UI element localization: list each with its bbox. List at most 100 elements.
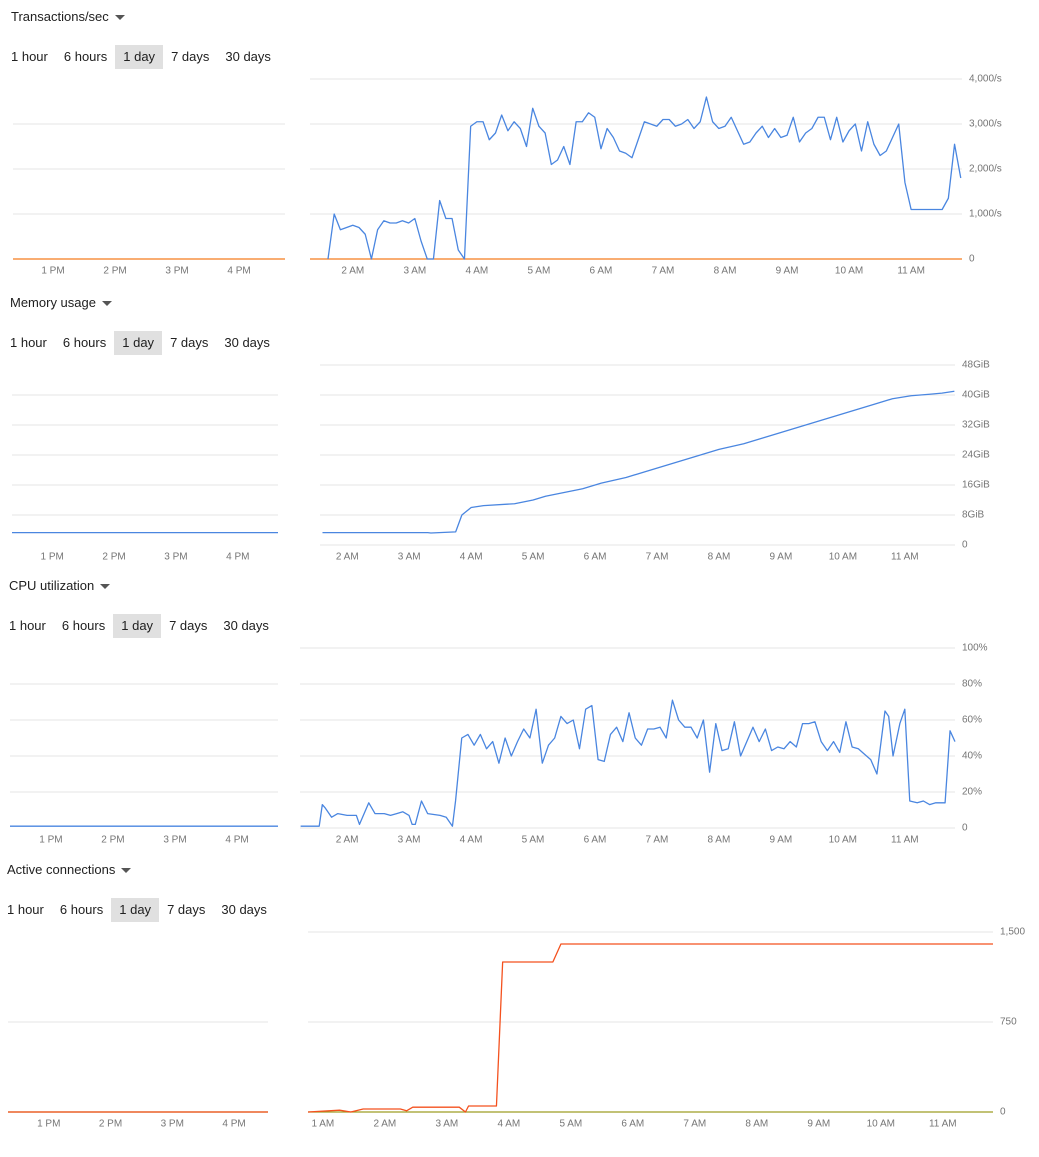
- y-tick-label: 20%: [962, 787, 982, 798]
- range-button[interactable]: 6 hours: [63, 49, 108, 64]
- x-tick-label: 11 AM: [897, 266, 925, 277]
- dropdown-caret: [100, 584, 111, 590]
- range-button[interactable]: 30 days: [223, 618, 269, 633]
- x-tick-label: 3 PM: [165, 266, 188, 277]
- y-tick-label: 40%: [962, 751, 982, 762]
- x-tick-label: 1 PM: [37, 1119, 60, 1130]
- x-tick-label: 4 PM: [225, 835, 248, 846]
- x-tick-label: 11 AM: [891, 835, 919, 846]
- x-tick-label: 6 AM: [621, 1119, 644, 1130]
- x-tick-label: 11 AM: [891, 552, 919, 563]
- range-button[interactable]: 1 day: [115, 45, 164, 69]
- x-tick-label: 9 AM: [807, 1119, 830, 1130]
- y-tick-label: 1,000/s: [969, 209, 1002, 220]
- y-tick-label: 0: [962, 823, 968, 834]
- x-tick-label: 2 AM: [373, 1119, 396, 1130]
- x-tick-label: 9 AM: [776, 266, 799, 277]
- x-tick-label: 9 AM: [769, 835, 792, 846]
- y-tick-label: 60%: [962, 715, 982, 726]
- y-tick-label: 0: [969, 254, 975, 265]
- x-tick-label: 4 PM: [222, 1119, 245, 1130]
- range-button[interactable]: 6 hours: [62, 335, 107, 350]
- panel-title[interactable]: Memory usage: [10, 294, 112, 312]
- panel-title-text: Transactions/sec: [11, 9, 109, 24]
- range-button[interactable]: 6 hours: [59, 902, 104, 917]
- range-button[interactable]: 1 hour: [10, 335, 47, 350]
- x-tick-label: 7 AM: [683, 1119, 706, 1130]
- x-tick-label: 4 AM: [465, 266, 488, 277]
- x-tick-label: 2 PM: [102, 552, 125, 563]
- range-button[interactable]: 7 days: [169, 618, 208, 633]
- range-button[interactable]: 30 days: [221, 902, 267, 917]
- x-tick-label: 9 AM: [770, 552, 793, 563]
- x-tick-label: 4 AM: [460, 552, 483, 563]
- y-tick-label: 4,000/s: [969, 74, 1002, 85]
- series-line: [300, 699, 956, 827]
- range-button[interactable]: 1 day: [113, 614, 162, 638]
- x-tick-label: 4 AM: [460, 835, 483, 846]
- x-tick-label: 3 AM: [403, 266, 426, 277]
- x-tick-label: 7 AM: [646, 552, 669, 563]
- x-tick-label: 8 AM: [714, 266, 737, 277]
- x-tick-label: 5 AM: [559, 1119, 582, 1130]
- range-button[interactable]: 7 days: [167, 902, 206, 917]
- range-button[interactable]: 7 days: [171, 49, 210, 64]
- range-button[interactable]: 1 day: [111, 898, 160, 922]
- x-tick-label: 8 AM: [745, 1119, 768, 1130]
- series-line: [327, 96, 962, 260]
- range-button[interactable]: 1 hour: [7, 902, 44, 917]
- x-tick-label: 7 AM: [646, 835, 669, 846]
- series-line: [307, 943, 993, 1113]
- x-tick-label: 6 AM: [584, 552, 607, 563]
- x-tick-label: 6 AM: [590, 266, 613, 277]
- y-tick-label: 16GiB: [962, 480, 990, 491]
- panel-title-text: Active connections: [7, 862, 116, 877]
- panel-title[interactable]: Transactions/sec: [11, 8, 125, 26]
- x-tick-label: 2 PM: [101, 835, 124, 846]
- x-tick-label: 2 AM: [336, 835, 359, 846]
- panel-title[interactable]: Active connections: [7, 861, 132, 879]
- x-tick-label: 6 AM: [584, 835, 607, 846]
- y-tick-label: 0: [962, 540, 968, 551]
- x-tick-label: 2 PM: [99, 1119, 122, 1130]
- range-selector: 1 hour 6 hours 1 day 7 days 30 days: [1, 614, 277, 638]
- x-tick-label: 1 PM: [41, 552, 64, 563]
- x-tick-label: 4 PM: [227, 266, 250, 277]
- x-tick-label: 5 AM: [528, 266, 551, 277]
- range-button[interactable]: 1 hour: [11, 49, 48, 64]
- y-tick-label: 8GiB: [962, 510, 985, 521]
- range-button[interactable]: 7 days: [170, 335, 209, 350]
- x-tick-label: 10 AM: [829, 835, 857, 846]
- x-tick-label: 3 PM: [163, 835, 186, 846]
- y-tick-label: 3,000/s: [969, 119, 1002, 130]
- x-tick-label: 1 PM: [41, 266, 64, 277]
- x-tick-label: 2 AM: [336, 552, 359, 563]
- panel-title[interactable]: CPU utilization: [9, 577, 111, 595]
- x-tick-label: 10 AM: [867, 1119, 895, 1130]
- range-button[interactable]: 1 hour: [9, 618, 46, 633]
- x-tick-label: 3 AM: [398, 552, 421, 563]
- panel-title-text: Memory usage: [10, 295, 96, 310]
- range-button[interactable]: 1 day: [114, 331, 163, 355]
- x-tick-label: 3 AM: [435, 1119, 458, 1130]
- x-tick-label: 10 AM: [835, 266, 863, 277]
- range-button[interactable]: 30 days: [225, 49, 271, 64]
- y-tick-label: 0: [1000, 1107, 1006, 1118]
- x-tick-label: 2 AM: [341, 266, 364, 277]
- range-selector: 1 hour 6 hours 1 day 7 days 30 days: [3, 45, 279, 69]
- x-tick-label: 2 PM: [103, 266, 126, 277]
- range-button[interactable]: 6 hours: [61, 618, 106, 633]
- range-button[interactable]: 30 days: [224, 335, 270, 350]
- series-line: [322, 390, 955, 534]
- dropdown-caret: [121, 868, 132, 874]
- dropdown-caret: [101, 301, 112, 307]
- y-tick-label: 32GiB: [962, 420, 990, 431]
- y-tick-label: 1,500: [1000, 927, 1025, 938]
- range-selector: 1 hour 6 hours 1 day 7 days 30 days: [0, 898, 275, 922]
- range-selector: 1 hour 6 hours 1 day 7 days 30 days: [2, 331, 278, 355]
- dropdown-caret: [114, 15, 125, 21]
- y-tick-label: 2,000/s: [969, 164, 1002, 175]
- x-tick-label: 7 AM: [652, 266, 675, 277]
